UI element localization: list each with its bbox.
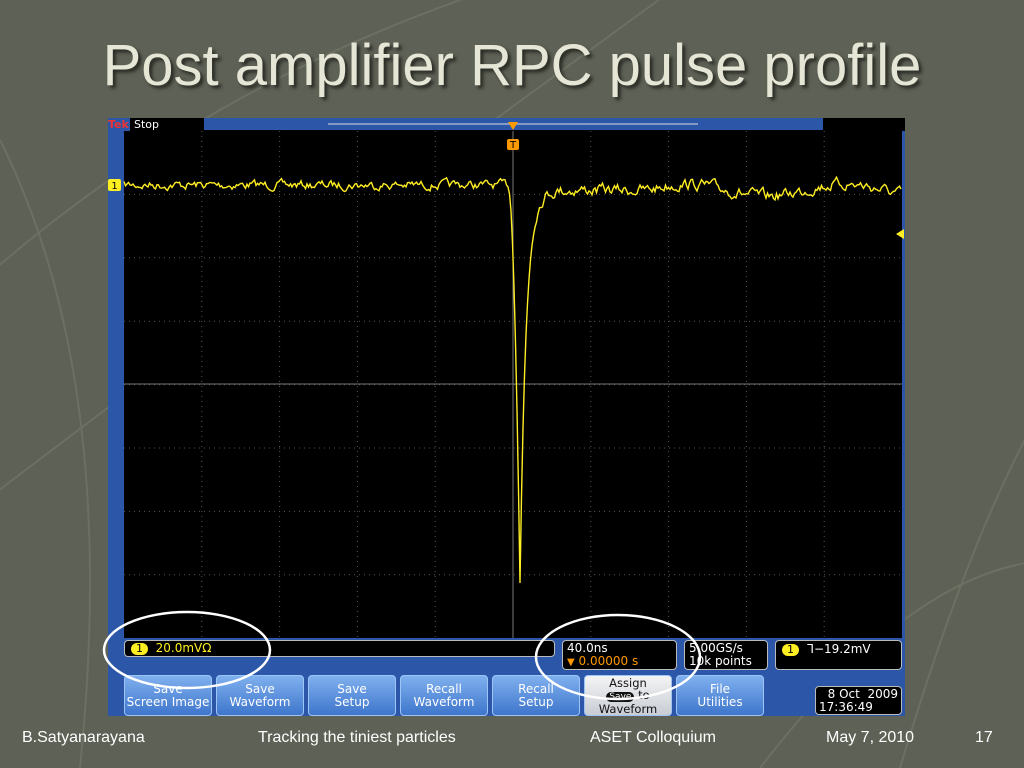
menu-button[interactable]: Recall Waveform bbox=[400, 675, 488, 716]
date: 8 Oct 2009 bbox=[827, 687, 898, 701]
trigger-marker bbox=[507, 139, 519, 150]
button-label: Recall bbox=[426, 682, 462, 696]
slide-title: Post amplifier RPC pulse profile bbox=[102, 33, 922, 98]
time: 17:36:49 bbox=[819, 700, 873, 714]
brand: Tek bbox=[108, 118, 130, 131]
menu-button[interactable]: File Utilities bbox=[676, 675, 764, 716]
trigger-chip: 1 bbox=[782, 644, 799, 656]
trigger-position-icon bbox=[508, 122, 518, 130]
trigger-offset: ▼ 0.00000 s bbox=[567, 654, 639, 669]
edge-icon: ᒣ bbox=[806, 642, 814, 656]
button-label: Waveform bbox=[413, 695, 475, 709]
acq-state: Stop bbox=[134, 118, 160, 131]
button-label: Screen Image bbox=[126, 695, 210, 709]
button-label: Save bbox=[606, 692, 635, 702]
datetime: 8 Oct 2009 17:36:49 bbox=[815, 686, 902, 715]
trigger-marker-label: T bbox=[509, 140, 517, 151]
footer-page: 17 bbox=[975, 729, 993, 746]
waveform bbox=[123, 175, 902, 584]
menu-button[interactable]: Save Setup bbox=[308, 675, 396, 716]
timebase-readout: 40.0ns ▼ 0.00000 s bbox=[562, 640, 677, 670]
time-position: 0.00000 s bbox=[578, 654, 639, 668]
button-label: Setup bbox=[334, 695, 370, 709]
record-length: 10k points bbox=[689, 654, 752, 668]
channel-chip: 1 bbox=[131, 643, 148, 655]
channel-readout: 1 20.0mVΩ bbox=[124, 640, 555, 657]
vertical-scale: 20.0mVΩ bbox=[155, 641, 212, 655]
graticule: T 1 bbox=[108, 122, 904, 638]
menu-button[interactable]: Assign Save to Waveform bbox=[584, 675, 672, 716]
button-label: Save bbox=[337, 682, 367, 696]
footer-event: ASET Colloquium bbox=[590, 729, 716, 746]
acquisition-readout: 5.00GS/s 10k points bbox=[684, 640, 768, 670]
footer-author: B.Satyanarayana bbox=[22, 729, 145, 746]
menu-button[interactable]: Save Screen Image bbox=[124, 675, 212, 716]
channel-marker bbox=[108, 179, 121, 191]
trigger-readout: 1 ᒣ−19.2mV bbox=[775, 640, 902, 670]
button-line: Save to bbox=[585, 689, 671, 703]
menu-button[interactable]: Save Waveform bbox=[216, 675, 304, 716]
menu-button[interactable]: Recall Setup bbox=[492, 675, 580, 716]
button-label: Utilities bbox=[697, 695, 743, 709]
footer-talk: Tracking the tiniest particles bbox=[258, 729, 456, 746]
button-label: to bbox=[634, 688, 650, 702]
button-label: Setup bbox=[518, 695, 554, 709]
footer-date: May 7, 2010 bbox=[826, 729, 915, 746]
channel-marker-label: 1 bbox=[111, 181, 117, 192]
trigger-level: −19.2mV bbox=[813, 642, 871, 656]
sample-rate: 5.00GS/s bbox=[689, 641, 743, 655]
button-label: File bbox=[709, 682, 731, 696]
trigger-level-icon bbox=[896, 229, 904, 239]
button-label: Waveform bbox=[598, 702, 658, 716]
button-label: Waveform bbox=[229, 695, 291, 709]
button-label: Assign bbox=[609, 676, 647, 690]
